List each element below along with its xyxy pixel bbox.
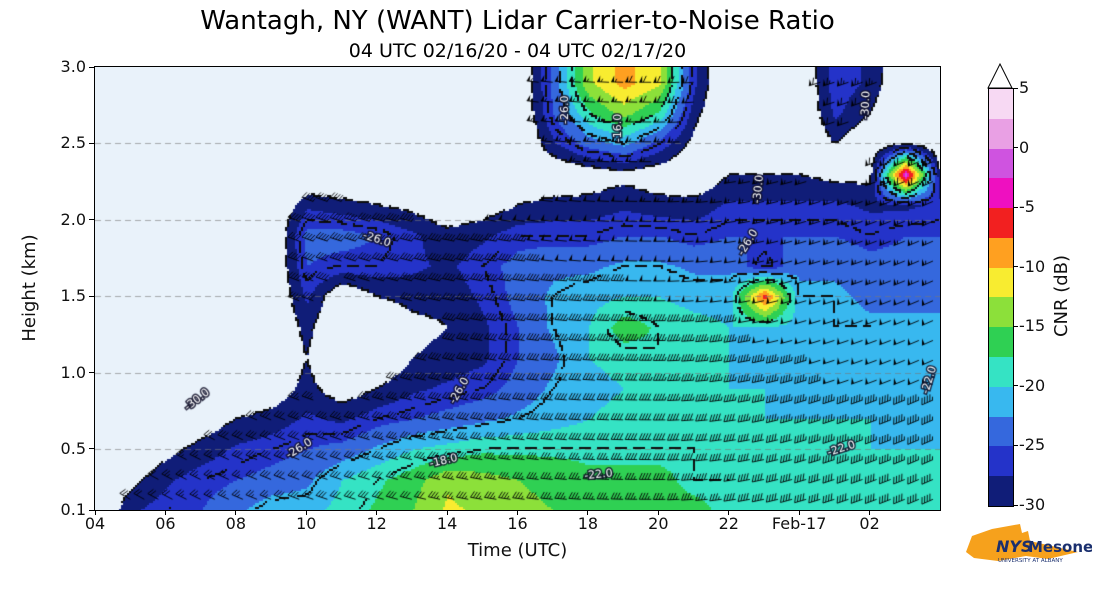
x-tick-label: 22 bbox=[718, 514, 739, 533]
x-tick-mark bbox=[164, 510, 166, 515]
colorbar-segment bbox=[989, 148, 1013, 179]
colorbar-tick-mark bbox=[1013, 87, 1018, 89]
x-tick-label: 06 bbox=[155, 514, 176, 533]
colorbar-tick-label: 0 bbox=[1019, 137, 1030, 157]
y-tick-label: 2.0 bbox=[60, 209, 86, 229]
colorbar-segment bbox=[989, 297, 1013, 328]
colorbar-tick-label: -5 bbox=[1019, 197, 1035, 217]
y-tick-mark bbox=[89, 372, 94, 374]
plot-area bbox=[94, 66, 941, 511]
x-tick-label: 10 bbox=[296, 514, 317, 533]
colorbar-tick-label: -30 bbox=[1019, 495, 1046, 514]
colorbar-tick-mark bbox=[1013, 206, 1018, 208]
nys-mesonet-logo: NYS Mesonet UNIVERSITY AT ALBANY bbox=[966, 524, 1092, 564]
colorbar-tick-mark bbox=[1013, 325, 1018, 327]
y-tick-label: 2.5 bbox=[60, 133, 86, 153]
y-tick-mark bbox=[89, 66, 94, 68]
x-tick-label: 14 bbox=[436, 514, 458, 533]
colorbar bbox=[988, 88, 1014, 507]
colorbar-tick-label: 5 bbox=[1019, 78, 1030, 97]
x-tick-mark bbox=[517, 510, 518, 515]
y-tick-mark bbox=[89, 295, 94, 297]
colorbar-tick-mark bbox=[1013, 504, 1018, 506]
x-tick-mark bbox=[305, 510, 307, 515]
y-tick-label: 0.5 bbox=[60, 438, 86, 458]
x-tick-mark bbox=[587, 510, 589, 515]
y-tick-mark bbox=[89, 142, 94, 144]
colorbar-tick-mark bbox=[1013, 385, 1018, 387]
y-tick-mark bbox=[89, 219, 94, 221]
colorbar-tick-mark bbox=[1013, 444, 1018, 446]
x-tick-mark bbox=[657, 510, 659, 515]
chart-title: Wantagh, NY (WANT) Lidar Carrier-to-Nois… bbox=[200, 6, 835, 36]
x-tick-label: 04 bbox=[84, 514, 106, 533]
colorbar-tick-label: -15 bbox=[1019, 316, 1046, 336]
x-tick-label: 18 bbox=[577, 514, 599, 533]
colorbar-tick-mark bbox=[1013, 147, 1018, 149]
x-tick-mark bbox=[235, 510, 237, 515]
colorbar-segment bbox=[989, 446, 1013, 477]
colorbar-segment bbox=[989, 208, 1013, 238]
colorbar-tick-label: -10 bbox=[1019, 256, 1046, 276]
colorbar-segment bbox=[989, 357, 1013, 387]
x-tick-mark bbox=[728, 510, 730, 515]
logo-tagline: UNIVERSITY AT ALBANY bbox=[998, 558, 1063, 564]
logo-text-mesonet: Mesonet bbox=[1028, 538, 1092, 556]
y-tick-mark bbox=[89, 448, 94, 450]
colorbar-segment bbox=[989, 267, 1013, 298]
colorbar-segment bbox=[989, 386, 1013, 417]
y-tick-label: 0.1 bbox=[60, 500, 86, 519]
x-tick-mark bbox=[94, 510, 96, 515]
colorbar-segment bbox=[989, 178, 1013, 209]
x-tick-mark bbox=[798, 510, 800, 515]
colorbar-segment bbox=[989, 476, 1013, 506]
x-tick-mark bbox=[446, 510, 448, 515]
colorbar-segment bbox=[989, 327, 1013, 358]
colorbar-over-arrow bbox=[987, 63, 1013, 89]
ny-state-shape bbox=[966, 524, 1078, 561]
x-tick-label: 20 bbox=[648, 514, 669, 533]
y-tick-label: 3.0 bbox=[60, 57, 86, 76]
colorbar-segment bbox=[989, 118, 1013, 149]
x-tick-label: 08 bbox=[225, 514, 246, 533]
logo-text-nys: NYS bbox=[996, 537, 1033, 556]
colorbar-tick-label: -25 bbox=[1019, 435, 1046, 455]
x-tick-label: 12 bbox=[366, 514, 387, 533]
y-tick-label: 1.0 bbox=[60, 362, 86, 382]
x-tick-label: 02 bbox=[859, 514, 880, 533]
x-tick-label: 16 bbox=[507, 514, 528, 533]
y-tick-label: 1.5 bbox=[60, 286, 86, 306]
y-tick-mark bbox=[89, 509, 94, 511]
x-axis-label: Time (UTC) bbox=[467, 540, 568, 561]
x-tick-label: Feb-17 bbox=[771, 514, 827, 533]
heatmap-canvas bbox=[95, 67, 940, 510]
x-tick-mark bbox=[376, 510, 378, 515]
colorbar-label: CNR (dB) bbox=[1051, 254, 1072, 338]
chart-subtitle: 04 UTC 02/16/20 - 04 UTC 02/17/20 bbox=[348, 40, 687, 62]
colorbar-tick-mark bbox=[1013, 266, 1018, 268]
colorbar-segment bbox=[989, 416, 1013, 447]
colorbar-tick-label: -20 bbox=[1019, 375, 1046, 395]
colorbar-segment bbox=[989, 237, 1013, 268]
colorbar-segment bbox=[989, 89, 1013, 119]
x-tick-mark bbox=[869, 510, 871, 515]
